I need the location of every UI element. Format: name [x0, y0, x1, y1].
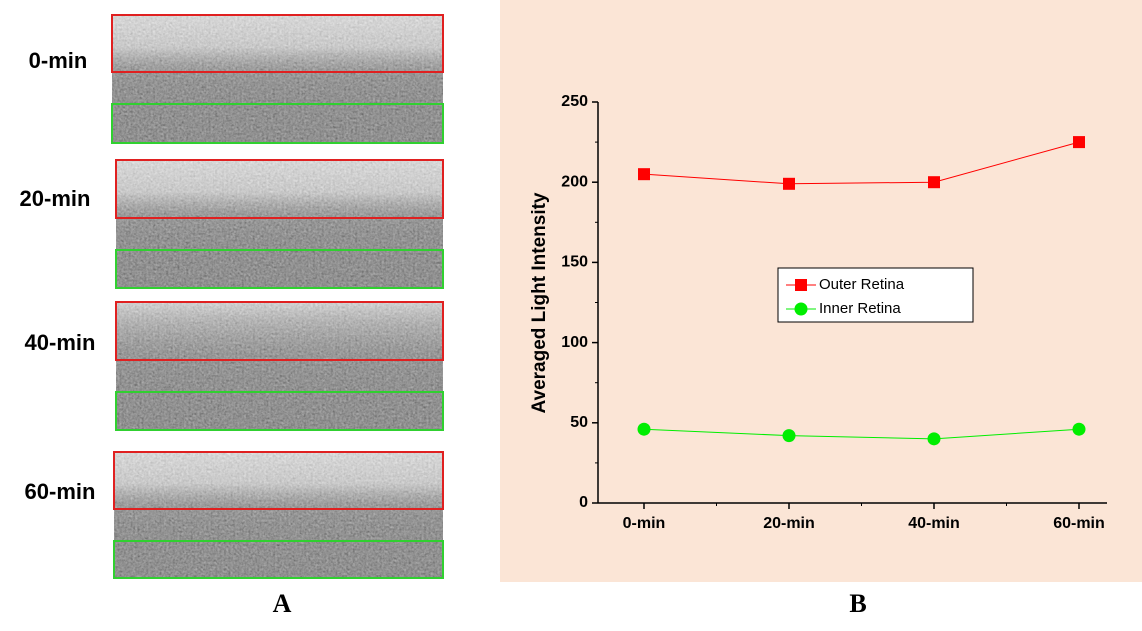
row-label: 20-min — [20, 186, 91, 211]
series-line — [643, 428, 1080, 440]
y-tick-label: 0 — [579, 494, 588, 511]
point — [928, 176, 940, 189]
point — [782, 429, 796, 443]
legend-label: Outer Retina — [819, 276, 905, 293]
outer-box — [113, 451, 444, 510]
panel-label: A — [273, 589, 292, 618]
legend-marker — [795, 279, 807, 291]
legend-box — [777, 267, 974, 323]
x-tick-label: 40-min — [908, 515, 960, 532]
point — [783, 177, 795, 190]
y-axis-label: Averaged Light Intensity — [529, 192, 550, 413]
legend-marker — [794, 302, 808, 316]
y-tick-label: 100 — [561, 334, 588, 351]
oct-image — [114, 452, 443, 578]
oct-image — [116, 302, 443, 430]
plot: 0 50 100 150 200 250 0-min 20-min 40-min 60-min Ou… — [561, 93, 1107, 532]
oct-image — [112, 15, 443, 143]
series-line — [643, 141, 1080, 185]
inner-box — [115, 391, 444, 431]
panel-a-images — [111, 14, 444, 579]
y-tick-label: 50 — [570, 414, 588, 431]
outer-box — [111, 14, 444, 73]
point — [1073, 136, 1085, 149]
y-tick-label: 250 — [561, 93, 588, 110]
point — [1072, 422, 1086, 436]
point — [637, 422, 651, 436]
x-tick-label: 0-min — [623, 515, 666, 532]
outer-box — [115, 159, 444, 219]
point — [638, 168, 650, 181]
x-tick-label: 20-min — [763, 515, 815, 532]
legend-label: Inner Retina — [819, 300, 901, 317]
oct-image — [116, 160, 443, 288]
inner-box — [111, 103, 444, 144]
inner-box — [115, 249, 444, 289]
y-tick-label: 150 — [561, 254, 588, 271]
point — [927, 432, 941, 446]
x-tick-label: 60-min — [1053, 515, 1105, 532]
row-label: 0-min — [29, 48, 88, 73]
outer-box — [115, 301, 444, 361]
panel-label: B — [849, 589, 866, 618]
y-tick-label: 200 — [561, 173, 588, 190]
row-label: 40-min — [25, 330, 96, 355]
inner-box — [113, 540, 444, 579]
row-label: 60-min — [25, 479, 96, 504]
